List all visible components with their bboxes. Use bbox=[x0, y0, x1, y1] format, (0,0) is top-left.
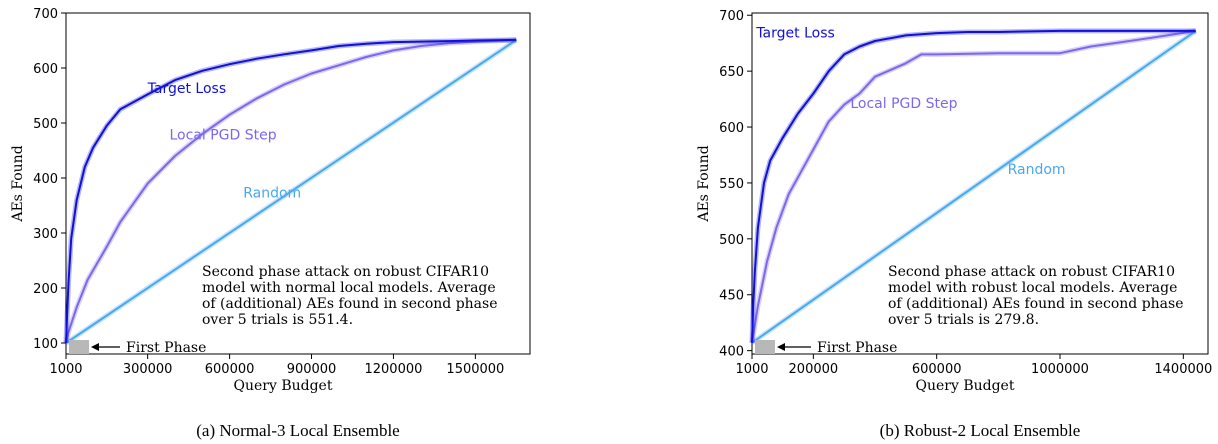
y-axis-label: AEs Found bbox=[696, 145, 712, 222]
y-tick-label: 550 bbox=[719, 177, 744, 192]
annotation-line: Second phase attack on robust CIFAR10 bbox=[888, 264, 1175, 280]
annotation-line: of (additional) AEs found in second phas… bbox=[888, 296, 1183, 312]
y-tick-label: 650 bbox=[719, 65, 744, 80]
annotation-line: model with normal local models. Average bbox=[202, 280, 496, 296]
x-tick-label: 1000 bbox=[735, 362, 768, 377]
series-line bbox=[751, 30, 1197, 344]
annotation-line: over 5 trials is 551.4. bbox=[202, 312, 353, 328]
y-tick-label: 500 bbox=[33, 117, 58, 132]
y-tick-label: 200 bbox=[33, 282, 58, 297]
series-label: Target Loss bbox=[147, 81, 226, 97]
chart-panel-2: 1000 200000 600000 1000000 1400000 400 450 500 5… bbox=[696, 9, 1212, 440]
series-line bbox=[65, 38, 517, 344]
y-axis-label: AEs Found bbox=[10, 145, 26, 222]
series-label: Target Loss bbox=[755, 26, 834, 42]
series-label: Random bbox=[243, 185, 301, 201]
x-tick-label: 1000000 bbox=[1031, 362, 1089, 377]
y-tick-label: 400 bbox=[719, 345, 744, 360]
series-label: Local PGD Step bbox=[170, 128, 277, 144]
x-tick-label: 600000 bbox=[205, 362, 255, 377]
plot-frame bbox=[751, 12, 1209, 355]
x-tick-label: 200000 bbox=[789, 362, 839, 377]
first-phase-arrow-head bbox=[91, 343, 99, 351]
first-phase-box bbox=[69, 340, 89, 354]
figure-caption: (a) Normal-3 Local Ensemble bbox=[196, 421, 399, 440]
series-line bbox=[751, 29, 1196, 343]
y-tick-label: 700 bbox=[719, 9, 744, 24]
x-axis-label: Query Budget bbox=[234, 378, 333, 394]
y-tick-label: 400 bbox=[33, 172, 58, 187]
figure-caption: (b) Robust-2 Local Ensemble bbox=[880, 421, 1081, 440]
annotation-line: model with robust local models. Average bbox=[888, 280, 1177, 296]
plot-frame bbox=[65, 12, 531, 355]
x-tick-label: 1400000 bbox=[1154, 362, 1212, 377]
y-tick-label: 600 bbox=[33, 62, 58, 77]
y-tick-label: 450 bbox=[719, 289, 744, 304]
x-tick-label: 900000 bbox=[287, 362, 337, 377]
annotation-line: over 5 trials is 279.8. bbox=[888, 312, 1039, 328]
series-label: Random bbox=[1008, 162, 1066, 178]
x-tick-label: 1200000 bbox=[364, 362, 422, 377]
y-tick-label: 500 bbox=[719, 233, 744, 248]
y-tick-label: 300 bbox=[33, 227, 58, 242]
x-tick-label: 600000 bbox=[912, 362, 962, 377]
x-tick-label: 1500000 bbox=[446, 362, 504, 377]
y-tick-label: 600 bbox=[719, 121, 744, 136]
first-phase-box bbox=[755, 340, 775, 354]
chart-panel-1: 1000 300000 600000 900000 1200000 1500000 100 2… bbox=[10, 7, 531, 440]
x-tick-label: 300000 bbox=[123, 362, 173, 377]
annotation-line: Second phase attack on robust CIFAR10 bbox=[202, 264, 489, 280]
x-tick-label: 1000 bbox=[49, 362, 82, 377]
first-phase-arrow-head bbox=[777, 343, 785, 351]
series-line bbox=[65, 39, 517, 344]
x-axis-label: Query Budget bbox=[916, 378, 1015, 394]
annotation-line: of (additional) AEs found in second phas… bbox=[202, 296, 497, 312]
y-tick-label: 100 bbox=[33, 337, 58, 352]
series-line bbox=[65, 38, 517, 344]
first-phase-label: First Phase bbox=[126, 340, 206, 356]
series-label: Local PGD Step bbox=[850, 96, 957, 112]
y-tick-label: 700 bbox=[33, 7, 58, 22]
first-phase-label: First Phase bbox=[817, 340, 897, 356]
series-line bbox=[751, 29, 1196, 343]
